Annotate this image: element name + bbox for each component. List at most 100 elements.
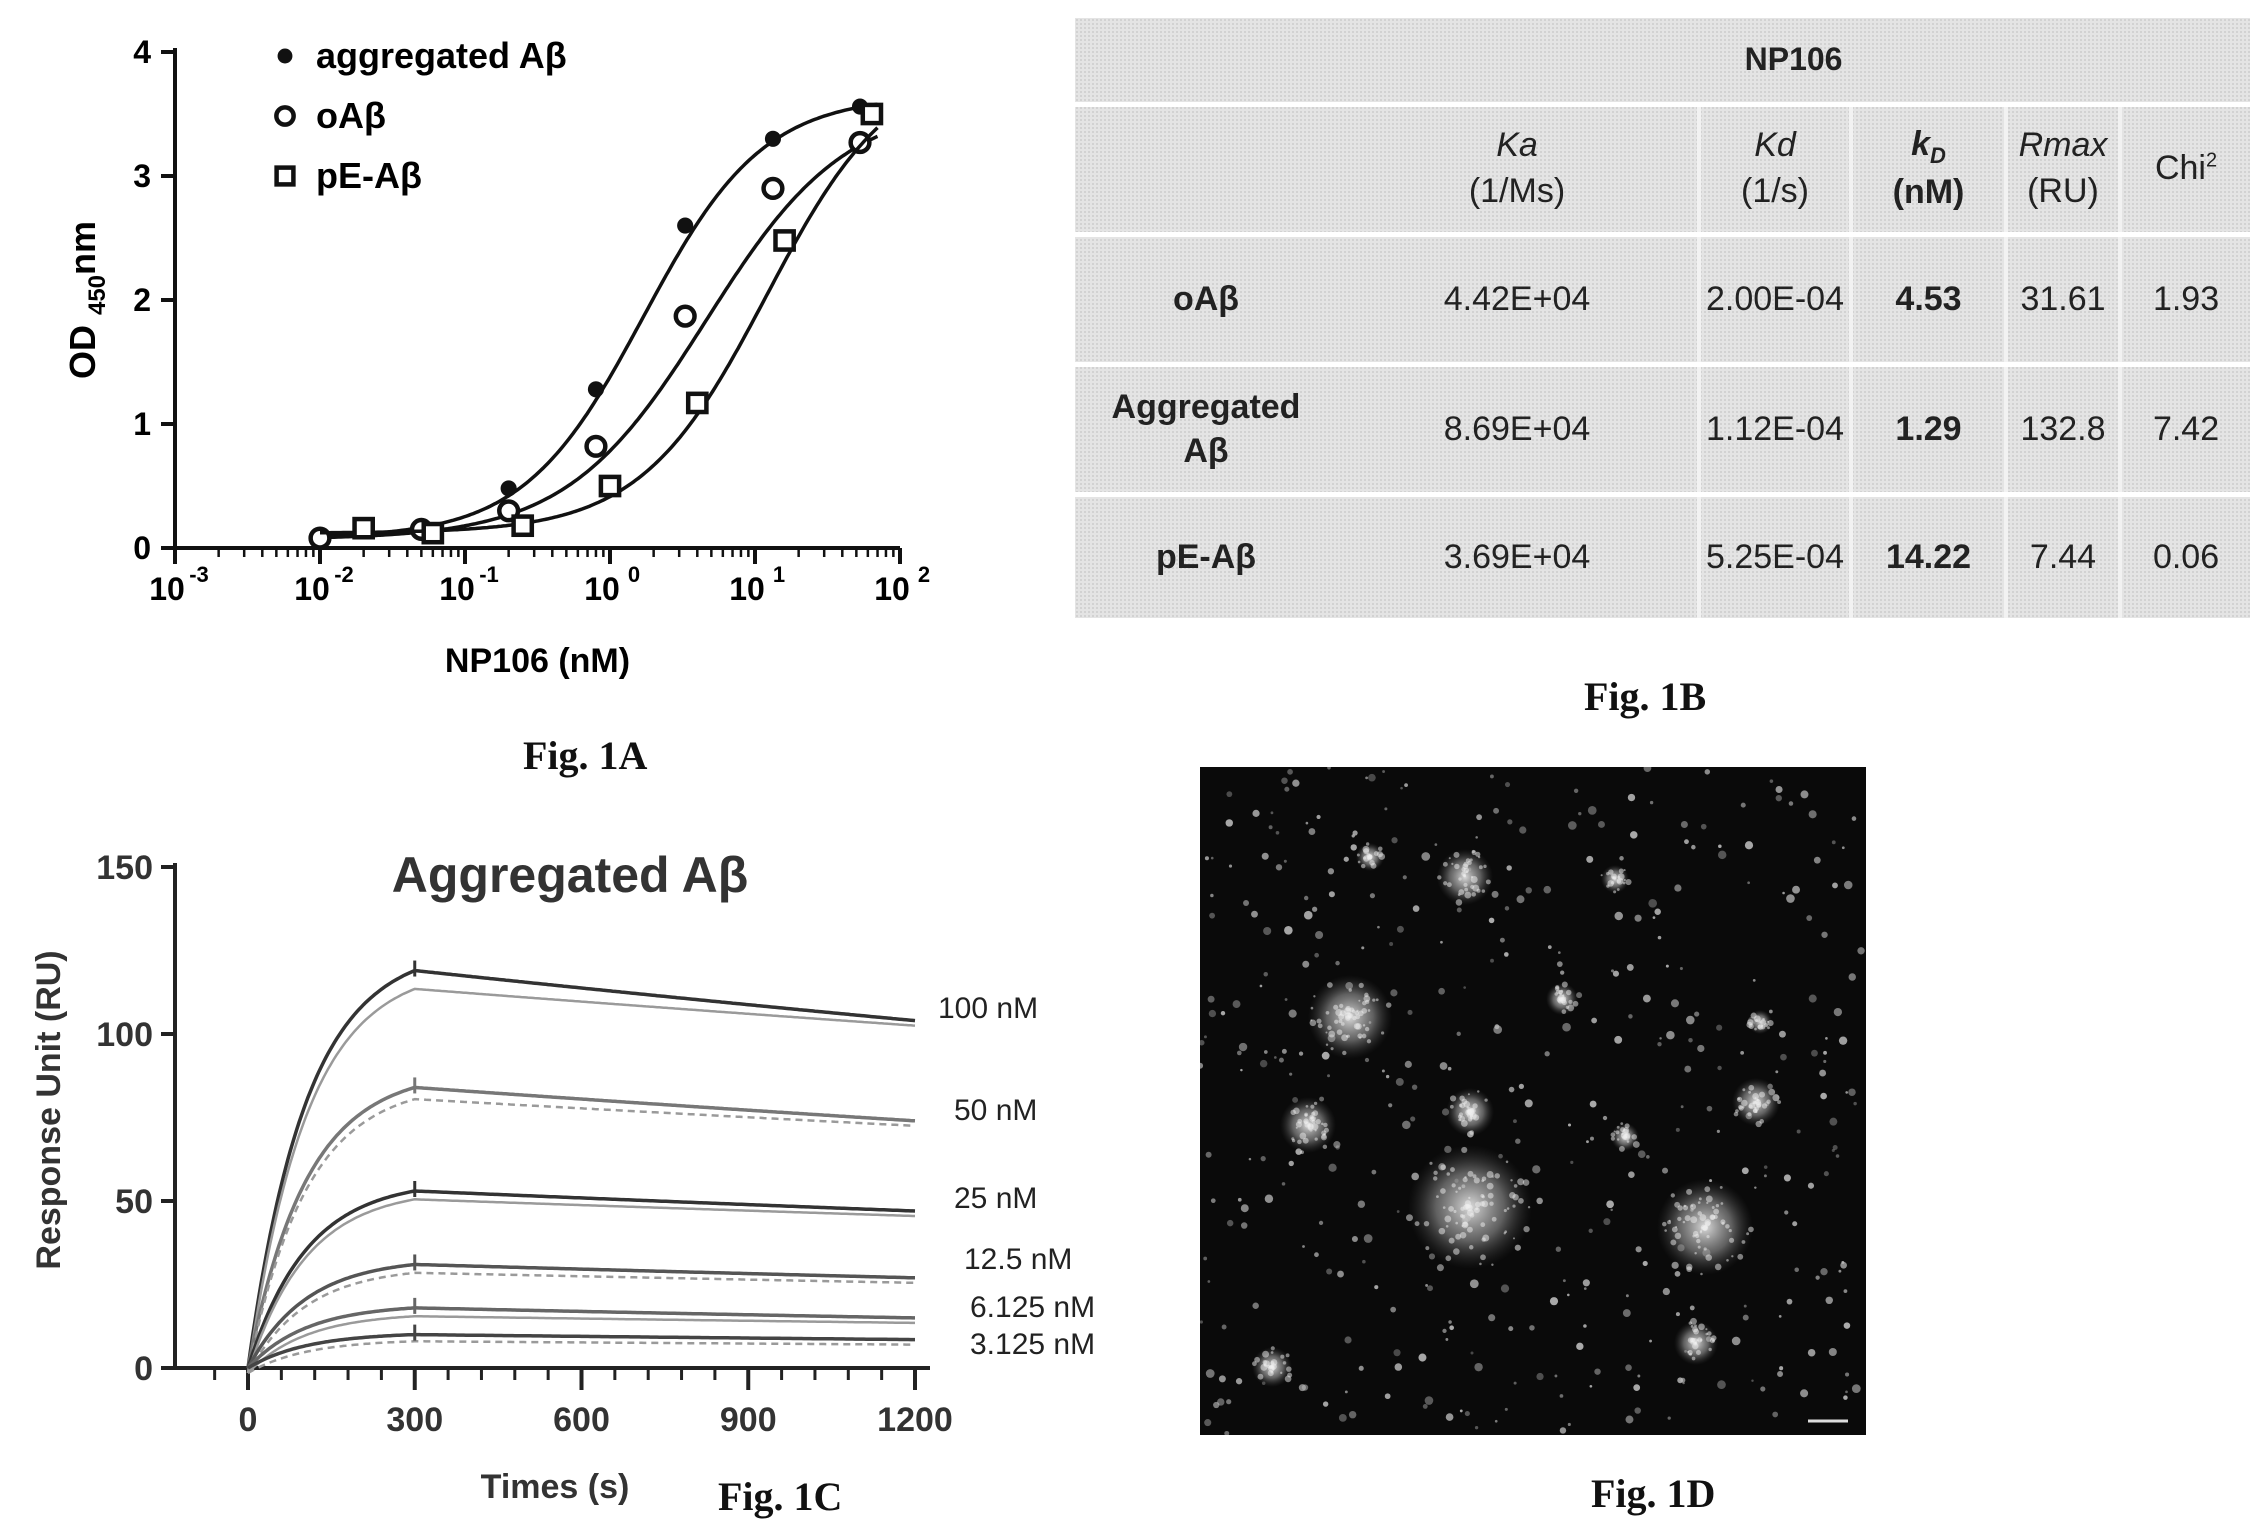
- plaque-speck: [1347, 1012, 1353, 1019]
- plaque-speck: [1338, 1019, 1343, 1024]
- speck: [1204, 1035, 1207, 1039]
- speck: [1674, 884, 1682, 892]
- plaque-speck: [1462, 874, 1467, 878]
- speck: [1823, 1050, 1827, 1055]
- speck: [1625, 1364, 1632, 1372]
- plaque-speck: [1380, 1031, 1385, 1035]
- sensorgram-trace: [247, 1332, 915, 1370]
- speck: [1783, 1174, 1791, 1182]
- speck: [1358, 1365, 1364, 1371]
- table-row: oAβ 4.42E+04 2.00E-04 4.53 31.61 1.93: [1075, 234, 2251, 367]
- plaque-speck: [1623, 869, 1626, 872]
- speck: [1570, 1160, 1574, 1164]
- plaque-speck: [1458, 1103, 1463, 1108]
- plaque-speck: [1735, 1109, 1739, 1113]
- speck: [1568, 821, 1577, 830]
- speck: [1637, 1150, 1646, 1159]
- plaque-speck: [1767, 1020, 1774, 1027]
- speck: [1422, 1403, 1428, 1409]
- plaque-speck: [1623, 878, 1626, 882]
- speck: [1524, 1099, 1533, 1108]
- plaque-speck: [1446, 882, 1452, 888]
- plaque-speck: [1285, 1353, 1290, 1358]
- speck: [1248, 1157, 1252, 1161]
- speck: [1567, 1123, 1572, 1127]
- table-cell: 132.8: [2004, 364, 2120, 497]
- plaque-speck: [1385, 1002, 1392, 1008]
- plaque-speck: [1755, 1110, 1758, 1114]
- speck: [1493, 807, 1500, 814]
- speck: [1288, 1009, 1297, 1018]
- plaque-speck: [1338, 1013, 1345, 1020]
- plaque-speck: [1480, 1194, 1485, 1198]
- table-cell: 2.00E-04: [1697, 234, 1851, 367]
- plaque-speck: [1351, 1009, 1356, 1013]
- plaque-speck: [1705, 1225, 1708, 1229]
- plaque-speck: [1512, 1204, 1516, 1208]
- speck: [1642, 1260, 1648, 1267]
- data-point: [500, 480, 517, 497]
- plaque-speck: [1512, 1237, 1516, 1240]
- speck: [1237, 1197, 1242, 1202]
- data-point: [673, 304, 697, 328]
- speck: [1519, 826, 1527, 834]
- plaque-speck: [1262, 1350, 1270, 1358]
- plaque-speck: [1561, 981, 1568, 988]
- speck: [1649, 1339, 1653, 1343]
- speck: [1772, 1411, 1779, 1418]
- speck: [1434, 843, 1438, 846]
- legend-marker: [274, 105, 296, 127]
- plaque-speck: [1467, 1093, 1470, 1096]
- plaque-speck: [1442, 861, 1448, 867]
- speck: [1259, 1059, 1268, 1068]
- speck: [1840, 1261, 1847, 1269]
- plaque-speck: [1489, 1201, 1494, 1206]
- speck: [1303, 895, 1309, 901]
- plaque-speck: [1468, 1196, 1471, 1199]
- speck: [1205, 1151, 1212, 1158]
- speck: [1760, 1386, 1766, 1392]
- speck: [1385, 1074, 1390, 1079]
- plaque-speck: [1559, 992, 1562, 996]
- speck: [1494, 1419, 1498, 1423]
- plaque-speck: [1361, 1007, 1368, 1014]
- plaque-speck: [1708, 1347, 1712, 1352]
- x-axis-label: NP106 (nM): [445, 642, 630, 680]
- plaque-speck: [1323, 1127, 1329, 1133]
- speck: [1684, 839, 1689, 845]
- fit-trace: [246, 1271, 915, 1374]
- speck: [1411, 1084, 1418, 1090]
- plaque-speck: [1310, 1006, 1314, 1010]
- speck: [1327, 767, 1331, 770]
- speck: [1263, 972, 1268, 977]
- plaque-speck: [1361, 1033, 1367, 1039]
- speck: [1829, 1117, 1838, 1126]
- speck: [1567, 1293, 1570, 1297]
- plaque-speck: [1468, 1245, 1474, 1250]
- plaque-speck: [1720, 1202, 1724, 1205]
- speck: [1587, 806, 1597, 815]
- plaque-speck: [1761, 1103, 1768, 1109]
- speck: [1680, 1377, 1686, 1383]
- plaque-speck: [1458, 1114, 1462, 1119]
- speck: [1384, 1393, 1391, 1400]
- speck: [1744, 841, 1754, 850]
- plaque-speck: [1767, 1020, 1770, 1023]
- plaque-speck: [1616, 888, 1620, 891]
- speck: [1351, 1235, 1358, 1242]
- speck: [1794, 1267, 1799, 1273]
- speck: [1602, 1115, 1608, 1121]
- speck: [1823, 1059, 1827, 1064]
- speck: [1377, 925, 1380, 929]
- speck: [1203, 1256, 1208, 1261]
- speck: [1226, 791, 1233, 798]
- speck: [1606, 1200, 1614, 1209]
- plaque-speck: [1323, 1122, 1328, 1128]
- speck: [1226, 1219, 1234, 1227]
- speck: [1657, 1041, 1662, 1047]
- speck: [1670, 999, 1679, 1008]
- plaque-speck: [1705, 1332, 1709, 1336]
- plaque-speck: [1270, 1364, 1275, 1369]
- plaque-speck: [1510, 1179, 1513, 1182]
- speck: [1835, 1154, 1840, 1158]
